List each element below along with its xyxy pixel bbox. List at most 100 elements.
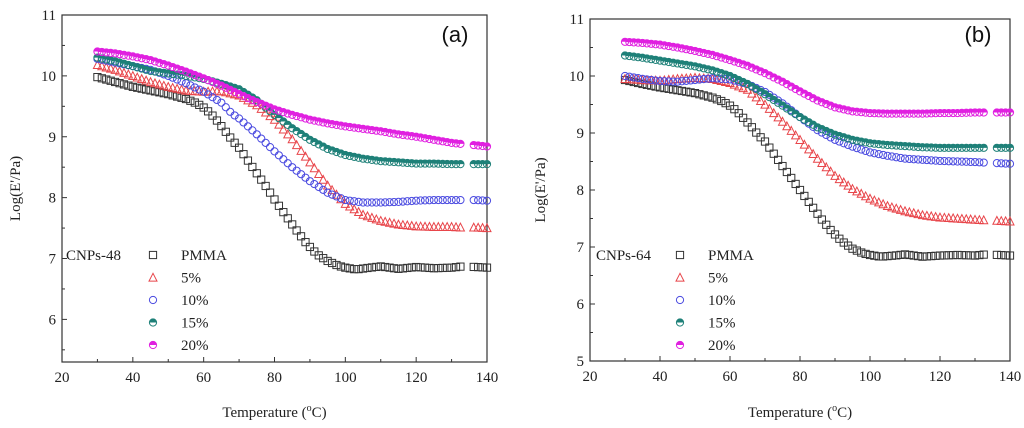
data-point: [155, 88, 164, 97]
data-point: [699, 91, 708, 100]
data-point: [712, 74, 722, 84]
data-point: [756, 133, 765, 142]
legend-marker-icon: [148, 295, 158, 305]
data-point: [935, 156, 945, 166]
data-point: [887, 201, 897, 212]
data-point: [1005, 159, 1015, 168]
data-point: [625, 72, 634, 81]
data-point: [852, 185, 862, 196]
data-point: [822, 220, 831, 229]
data-point: [375, 215, 386, 225]
data-point: [909, 251, 918, 260]
data-point: [760, 87, 770, 97]
data-point: [900, 154, 910, 163]
data-point: [931, 156, 940, 165]
data-point: [978, 214, 989, 225]
data-point: [944, 157, 953, 166]
legend-label: 10%: [181, 293, 209, 309]
x-axis-title-prefix: Temperature (: [222, 405, 306, 421]
data-point: [159, 80, 169, 90]
series-pmma: [93, 72, 492, 274]
legend-item: 15%: [675, 316, 736, 332]
y-tick-label: 10: [41, 69, 56, 85]
data-point: [673, 86, 682, 95]
data-point: [642, 75, 651, 84]
data-point: [119, 80, 129, 89]
data-point: [629, 73, 638, 82]
series-5pct: [92, 59, 492, 233]
data-point: [803, 143, 814, 154]
data-point: [212, 95, 222, 105]
data-point: [743, 118, 752, 127]
data-point: [385, 198, 394, 207]
data-point: [393, 219, 404, 229]
series-20pct: [620, 37, 1015, 118]
legend-item: 20%: [675, 338, 736, 354]
data-point: [327, 190, 337, 199]
legend-item: 5%: [148, 271, 201, 287]
data-point: [265, 143, 275, 152]
data-point: [712, 95, 721, 104]
data-point: [327, 258, 337, 268]
data-point: [331, 189, 342, 199]
data-point: [900, 205, 910, 216]
data-point: [786, 125, 797, 135]
legend-item: 10%: [675, 293, 736, 309]
data-point: [367, 263, 376, 272]
data-point: [371, 213, 382, 224]
data-point: [638, 74, 647, 83]
data-point: [319, 254, 328, 263]
data-point: [173, 75, 182, 84]
data-point: [310, 179, 319, 189]
y-tick-label: 9: [577, 126, 585, 142]
data-point: [620, 71, 630, 81]
data-point: [751, 91, 762, 102]
y-tick-label: 5: [577, 354, 585, 370]
data-point: [478, 263, 487, 272]
data-point: [101, 62, 112, 72]
data-point: [469, 195, 478, 205]
data-point: [376, 198, 385, 207]
data-point: [883, 151, 892, 160]
data-point: [774, 155, 783, 164]
data-point: [257, 175, 266, 184]
data-point: [690, 89, 700, 98]
data-point: [456, 262, 465, 271]
data-point: [655, 77, 665, 86]
data-point: [243, 156, 253, 165]
data-point: [186, 96, 195, 105]
data-point: [870, 149, 879, 158]
x-tick-label: 40: [653, 369, 668, 385]
data-point: [332, 260, 341, 270]
data-point: [313, 168, 324, 178]
data-point: [896, 153, 905, 163]
data-point: [953, 250, 962, 260]
data-point: [220, 86, 231, 97]
data-point: [92, 59, 103, 70]
data-point: [354, 197, 363, 206]
data-point: [252, 169, 261, 178]
data-point: [353, 206, 364, 217]
data-point: [482, 263, 492, 272]
data-point: [865, 193, 875, 203]
y-tick-label: 10: [569, 69, 584, 85]
panel-b-legend-group-label: CNPs-64: [596, 248, 652, 264]
data-point: [782, 167, 791, 177]
data-point: [642, 80, 651, 89]
data-point: [270, 195, 279, 204]
data-point: [482, 142, 492, 151]
y-tick-label: 7: [577, 240, 585, 256]
panel-b-frame: [589, 18, 1011, 362]
data-point: [647, 81, 656, 90]
data-point: [265, 188, 275, 197]
data-point: [900, 250, 910, 259]
legend-label: 15%: [708, 316, 736, 332]
data-point: [738, 82, 748, 93]
data-point: [826, 225, 835, 235]
data-point: [817, 215, 826, 224]
panel-b-x-axis: 20 40 60 80 100 120 140: [583, 356, 1021, 385]
data-point: [651, 82, 660, 91]
data-point: [1005, 216, 1015, 226]
data-point: [208, 93, 217, 102]
data-point: [384, 217, 395, 227]
